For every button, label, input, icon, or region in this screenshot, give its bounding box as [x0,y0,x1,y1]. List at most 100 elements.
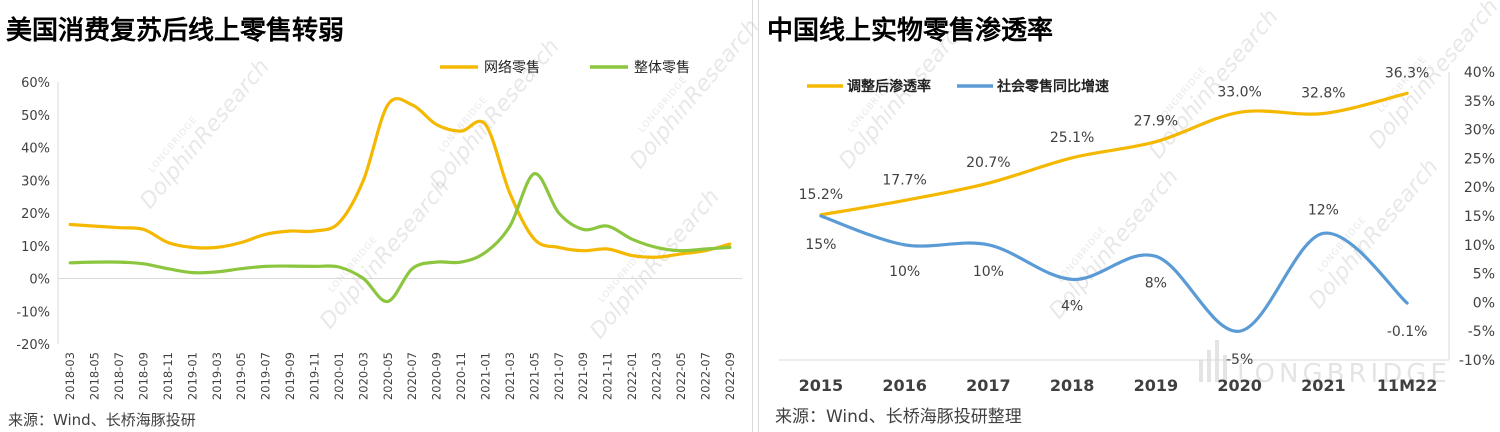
y-tick-label: 20% [21,207,50,222]
x-tick-label: 2018 [1050,376,1095,395]
data-label-retail-growth: 8% [1145,275,1167,291]
y-tick-label: -20% [16,338,50,353]
watermark-text: DolphinResearch [585,185,724,344]
y-tick-label: 15% [1464,209,1495,225]
x-tick-label: 2019-01 [185,352,199,400]
data-label-penetration: 20.7% [966,155,1010,171]
brand-logo-bar [1223,355,1227,382]
series-line-total-retail [68,172,732,303]
y-tick-label: 25% [1464,151,1495,167]
x-tick-label: 2015 [799,376,844,395]
x-tick-label: 2021-01 [479,352,493,400]
y-tick-label: -5% [1468,324,1495,340]
y-tick-label: 60% [21,76,50,91]
x-tick-label: 2018-05 [88,352,102,400]
data-label-penetration: 25.1% [1050,130,1094,146]
x-tick-label: 2019 [1134,376,1179,395]
x-tick-label: 2020-11 [454,352,468,400]
right-chart-title: 中国线上实物零售渗透率 [767,16,1054,46]
data-label-penetration: 27.9% [1134,114,1178,130]
x-tick-label: 11M22 [1377,376,1437,395]
x-tick-label: 2019-07 [259,352,273,400]
x-tick-label: 2020-05 [381,352,395,400]
data-label-penetration: 36.3% [1385,65,1429,81]
x-tick-label: 2019-09 [283,352,297,400]
x-tick-label: 2022-03 [650,352,664,400]
x-tick-label: 2021-05 [527,352,541,400]
x-tick-label: 2021-09 [576,352,590,400]
x-tick-label: 2022-09 [723,352,737,400]
watermark-text: DolphinResearch [135,55,274,214]
y-tick-label: 5% [1473,267,1495,283]
x-tick-label: 2019-05 [234,352,248,400]
left-chart-panel: 美国消费复苏后线上零售转弱 DolphinResearch LONGBRIDGE D… [6,0,765,432]
data-label-penetration: 32.8% [1301,85,1345,101]
x-tick-label: 2022-07 [698,352,712,400]
legend-label: 社会零售同比增速 [996,78,1109,95]
x-tick-label: 2021-07 [552,352,566,400]
y-tick-label: 40% [1464,65,1495,81]
legend-label: 网络零售 [484,60,540,76]
brand-watermark-text: LONGBRIDGE [1237,359,1451,389]
x-tick-label: 2018-07 [112,352,126,400]
y-tick-label: 10% [1464,238,1495,254]
x-tick-label: 2020-03 [356,352,370,400]
y-tick-label: -10% [16,305,50,320]
y-tick-label: 50% [21,109,50,124]
data-label-retail-growth: 10% [889,264,920,280]
y-tick-label: 35% [1464,94,1495,110]
x-tick-label: 2018-11 [161,352,175,400]
legend-label: 整体零售 [634,60,690,76]
x-tick-label: 2021 [1301,376,1346,395]
x-tick-label: 2018-09 [137,352,151,400]
y-tick-label: 40% [21,142,50,157]
data-label-retail-growth: 15% [805,237,836,253]
y-tick-label: 30% [1464,123,1495,139]
watermark-text: DolphinResearch [425,35,564,194]
y-tick-label: -10% [1459,353,1495,369]
brand-watermark: LONGBRIDGE [1199,340,1451,389]
series-line-retail-growth [819,214,1409,333]
x-tick-label: 2021-03 [503,352,517,400]
left-line-chart: DolphinResearchLONGBRIDGEDolphinResearch… [16,15,764,400]
data-label-retail-growth: -5% [1226,352,1253,368]
y-tick-label: 10% [21,240,50,255]
brand-logo-bar [1199,360,1203,382]
x-tick-label: 2020-01 [332,352,346,400]
left-source-note: 来源：Wind、长桥海豚投研 [8,411,196,429]
x-tick-label: 2019-11 [308,352,322,400]
y-tick-label: 0% [1473,295,1495,311]
x-tick-label: 2021-11 [601,352,615,400]
data-label-retail-growth: 12% [1308,202,1339,218]
x-tick-label: 2019-03 [210,352,224,400]
y-tick-label: 20% [1464,180,1495,196]
x-tick-label: 2020-07 [405,352,419,400]
watermark-text: DolphinResearch [625,15,764,174]
legend-label: 调整后渗透率 [847,78,931,95]
data-label-penetration: 17.7% [882,172,926,188]
x-tick-label: 2018-03 [63,352,77,400]
x-tick-label: 2022-05 [674,352,688,400]
series-line-online-retail [68,96,732,259]
watermark-text: DolphinResearch [315,175,454,334]
x-tick-label: 2020 [1217,376,1262,395]
right-source-note: 来源：Wind、长桥海豚投研整理 [775,407,1022,427]
y-tick-label: 0% [29,273,50,288]
data-label-penetration: 15.2% [799,187,843,203]
data-label-retail-growth: 4% [1061,298,1083,314]
left-chart-title: 美国消费复苏后线上零售转弱 [6,16,345,46]
y-tick-label: 30% [21,174,50,189]
brand-logo-bar [1215,340,1219,382]
data-label-retail-growth: 10% [973,264,1004,280]
data-label-penetration: 33.0% [1217,84,1261,100]
data-label-retail-growth: -0.1% [1387,324,1428,340]
x-tick-label: 2020-09 [430,352,444,400]
brand-logo-bar [1207,350,1211,382]
x-tick-label: 2017 [966,376,1011,395]
